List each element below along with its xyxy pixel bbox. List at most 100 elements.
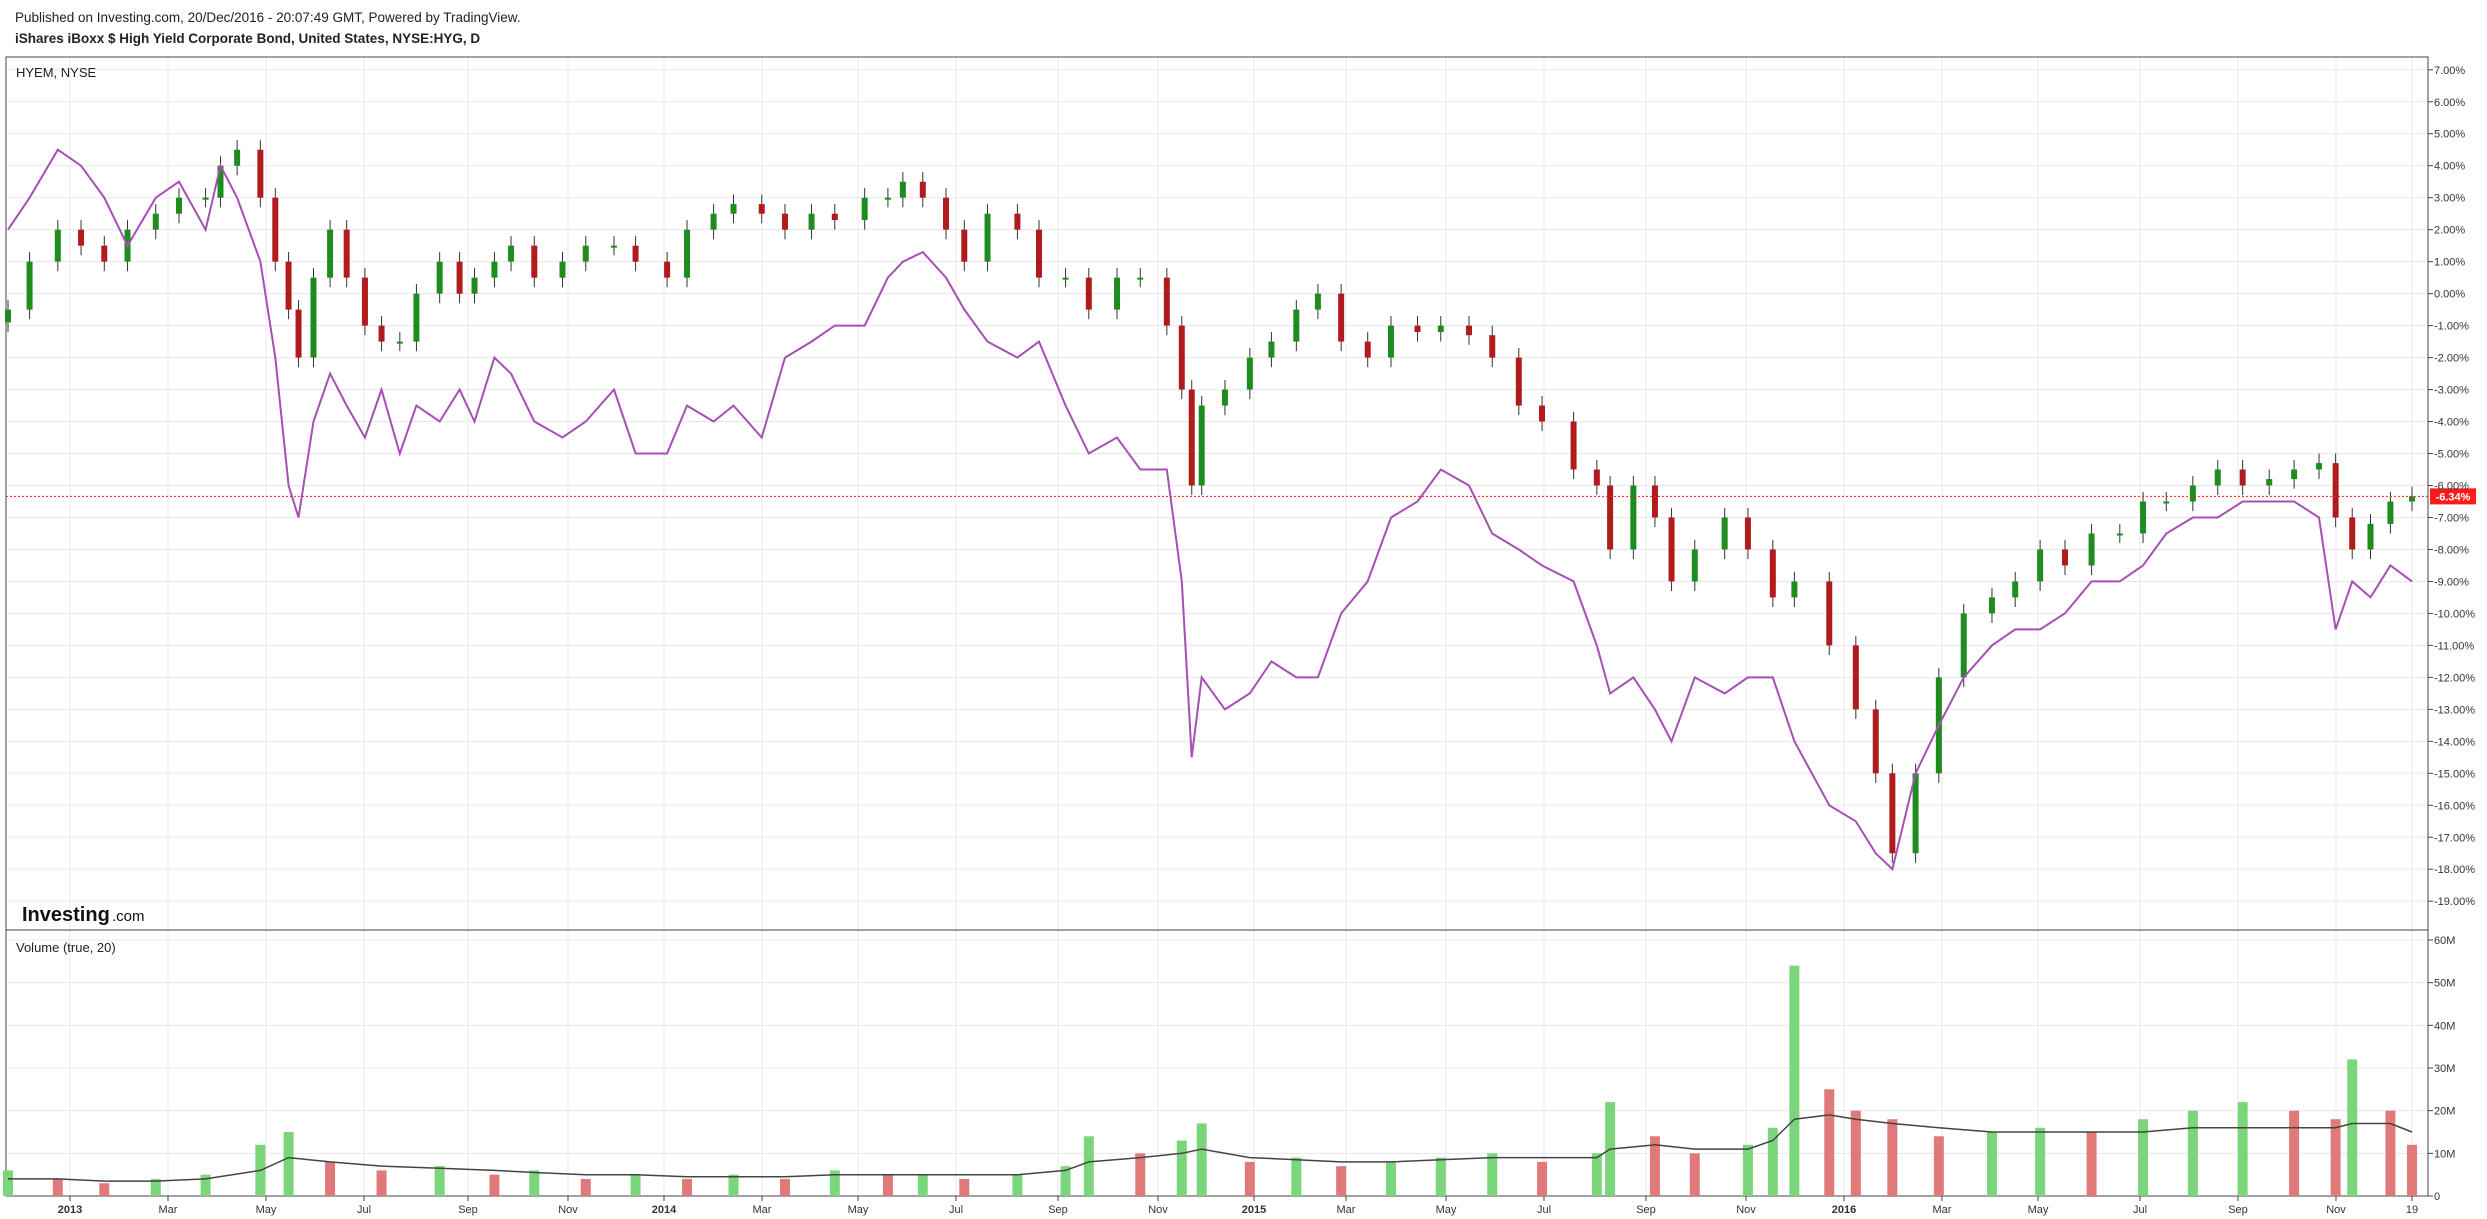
candle-body — [1198, 405, 1205, 486]
volume-bar — [1789, 965, 1800, 1196]
candle-body — [2140, 501, 2147, 534]
volume-bar — [529, 1170, 540, 1196]
candle-body — [1465, 325, 1472, 336]
logo-text: Investing — [22, 904, 110, 926]
candle-body — [396, 341, 403, 344]
candle-body — [2062, 549, 2069, 566]
chart-title: iShares iBoxx $ High Yield Corporate Bon… — [15, 31, 481, 46]
candle-body — [1791, 581, 1798, 598]
candle-body — [1188, 389, 1195, 486]
time-axis-label: Mar — [753, 1204, 772, 1216]
candle-body — [531, 245, 538, 278]
volume-bar — [1591, 1153, 1602, 1196]
price-axis-label: -8.00% — [2434, 544, 2469, 556]
candle-body — [1889, 773, 1896, 854]
candle-body — [327, 229, 334, 278]
volume-ma-line — [8, 1114, 2413, 1182]
candle-body — [1489, 335, 1496, 358]
price-axis-label: 6.00% — [2434, 97, 2465, 109]
volume-bar — [1291, 1157, 1302, 1196]
price-axis-label: 3.00% — [2434, 193, 2465, 205]
volume-bar — [779, 1178, 790, 1196]
volume-bar — [1244, 1161, 1255, 1196]
volume-bar — [2347, 1059, 2358, 1196]
volume-axis-label: 10M — [2434, 1148, 2455, 1160]
price-axis-label: -16.00% — [2434, 800, 2475, 812]
candle-body — [152, 213, 159, 230]
candle-body — [343, 229, 350, 278]
volume-bar — [1336, 1166, 1347, 1196]
candle-body — [1387, 325, 1394, 358]
time-axis-label: Jul — [2133, 1204, 2147, 1216]
volume-bar — [1850, 1110, 1861, 1196]
candle-body — [1178, 325, 1185, 390]
price-axis-label: 4.00% — [2434, 161, 2465, 173]
candle-body — [1221, 389, 1228, 406]
candle-body — [2409, 496, 2415, 502]
price-axis-label: 2.00% — [2434, 225, 2465, 237]
price-axis-label: 0.00% — [2434, 289, 2465, 301]
candle-body — [1114, 277, 1121, 310]
candle-body — [26, 261, 33, 310]
candle-body — [456, 261, 463, 294]
candle-body — [861, 197, 868, 221]
volume-axis-label: 30M — [2434, 1063, 2455, 1075]
price-panel-label: HYEM, NYSE — [16, 65, 97, 80]
candle-body — [2349, 517, 2356, 550]
volume-bar — [882, 1174, 893, 1196]
candle-body — [1014, 213, 1021, 230]
candle-body — [217, 165, 224, 198]
price-axis-label: 7.00% — [2434, 65, 2465, 77]
candle-body — [1163, 277, 1170, 326]
volume-axis-label: 20M — [2434, 1106, 2455, 1118]
candle-body — [1912, 773, 1919, 854]
time-axis-label: Mar — [159, 1204, 178, 1216]
candle-body — [1852, 645, 1859, 710]
candle-body — [1338, 293, 1345, 342]
candle-body — [2266, 479, 2273, 486]
candle-body — [1062, 277, 1069, 280]
volume-axis-label: 0 — [2434, 1191, 2440, 1203]
price-axis-label: 1.00% — [2434, 257, 2465, 269]
last-value-badge — [2430, 488, 2476, 505]
time-axis-label: 2013 — [58, 1204, 82, 1216]
candle-body — [2239, 469, 2246, 486]
candle-body — [1137, 277, 1144, 280]
candle-body — [984, 213, 991, 262]
candle-body — [5, 309, 11, 323]
candle-body — [1744, 517, 1751, 550]
candle-body — [1721, 517, 1728, 550]
volume-bar — [2035, 1127, 2046, 1196]
volume-bar — [630, 1174, 641, 1196]
volume-bar — [1487, 1153, 1498, 1196]
time-axis-label: Jul — [357, 1204, 371, 1216]
candle-body — [1414, 325, 1421, 333]
candle-body — [730, 204, 737, 214]
logo-suffix: .com — [112, 908, 145, 925]
time-axis-label: May — [848, 1204, 869, 1216]
candle-body — [2012, 581, 2019, 598]
time-axis-label: Nov — [1736, 1204, 1756, 1216]
price-axis-label: 5.00% — [2434, 129, 2465, 141]
volume-bar — [325, 1161, 336, 1196]
candle-body — [632, 245, 639, 262]
volume-axis-label: 50M — [2434, 978, 2455, 990]
volume-panel-frame — [5, 929, 2429, 1197]
price-axis-label: -2.00% — [2434, 353, 2469, 365]
time-axis-label: Nov — [558, 1204, 578, 1216]
volume-bar — [1135, 1153, 1146, 1196]
candle-body — [2116, 533, 2123, 536]
volume-panel-label: Volume (true, 20) — [16, 940, 116, 955]
candle-body — [202, 197, 209, 200]
time-axis-label: 2015 — [1242, 1204, 1266, 1216]
volume-bar — [1176, 1140, 1187, 1196]
time-axis-label: May — [2028, 1204, 2049, 1216]
candle-body — [919, 181, 926, 198]
volume-bar — [434, 1166, 445, 1196]
candle-body — [310, 277, 317, 358]
time-axis-label: Mar — [1933, 1204, 1952, 1216]
volume-bar — [829, 1170, 840, 1196]
time-axis-label: Nov — [2326, 1204, 2346, 1216]
candle-body — [1314, 293, 1321, 310]
candle-body — [1668, 517, 1675, 582]
